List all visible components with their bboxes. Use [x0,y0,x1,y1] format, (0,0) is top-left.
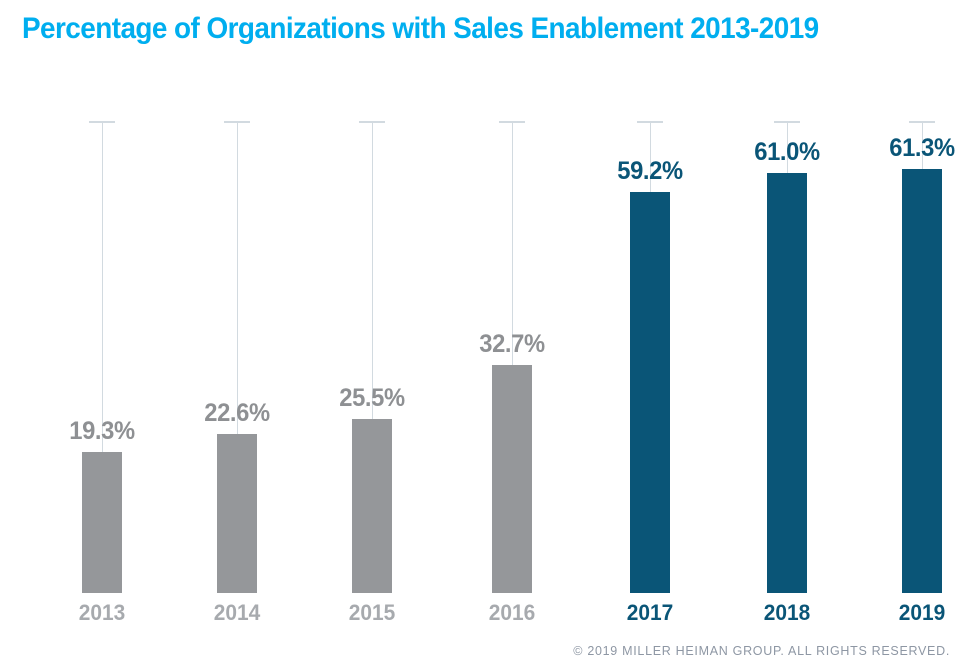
x-axis-tick-label: 2013 [78,600,126,625]
x-axis-tick-label: 2019 [898,600,946,625]
bar-2016[interactable] [492,365,532,593]
target-guide-cap-icon [499,121,525,123]
bar-group: 25.5% 2015 [292,93,452,625]
bar-value-label: 32.7% [479,330,545,358]
bar-2013[interactable] [82,452,122,593]
target-guide-line [224,121,250,593]
bar-2015[interactable] [352,419,392,593]
x-axis-tick-label: 2017 [626,600,674,625]
page-title: Percentage of Organizations with Sales E… [22,12,819,45]
bar-2014[interactable] [217,434,257,593]
target-guide-cap-icon [774,121,800,123]
target-guide-line [359,121,385,593]
bar-group: 61.0% 2018 [707,93,867,625]
bar-value-label: 59.2% [617,157,683,185]
bar-group: 32.7% 2016 [432,93,592,625]
bar-value-label: 22.6% [204,399,270,427]
bar-group: 61.3% 2019 [842,93,974,625]
target-guide-cap-icon [909,121,935,123]
bar-value-label: 25.5% [339,384,405,412]
bar-value-label: 61.3% [889,134,955,162]
bar-group: 59.2% 2017 [570,93,730,625]
bar-2017[interactable] [630,192,670,593]
target-guide-cap-icon [224,121,250,123]
x-axis-tick-label: 2014 [213,600,261,625]
target-guide-cap-icon [89,121,115,123]
target-guide-cap-icon [637,121,663,123]
bar-value-label: 19.3% [69,417,135,445]
bar-2019[interactable] [902,169,942,593]
bar-group: 19.3% 2013 [22,93,182,625]
copyright-footer: © 2019 MILLER HEIMAN GROUP. ALL RIGHTS R… [573,644,950,658]
target-guide-line [499,121,525,593]
bar-group: 22.6% 2014 [157,93,317,625]
bar-value-label: 61.0% [754,138,820,166]
x-axis-tick-label: 2018 [763,600,811,625]
bar-2018[interactable] [767,173,807,593]
x-axis-tick-label: 2015 [348,600,396,625]
target-guide-cap-icon [359,121,385,123]
x-axis-tick-label: 2016 [488,600,536,625]
target-guide-line [89,121,115,593]
